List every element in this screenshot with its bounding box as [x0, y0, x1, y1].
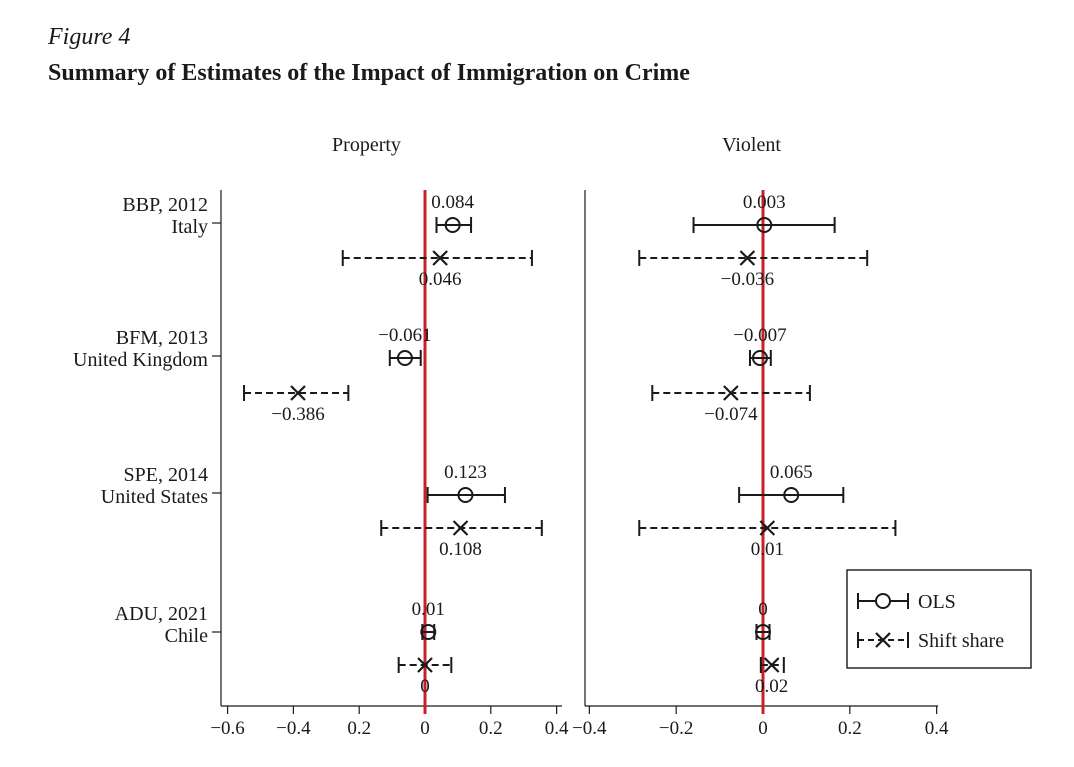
x-tick-label: −0.4: [276, 718, 311, 739]
study-name-label: SPE, 2014: [124, 464, 208, 486]
x-tick-label: −0.4: [572, 718, 607, 739]
data-label: 0.02: [755, 676, 788, 697]
point-marker-x: [723, 385, 739, 401]
data-label: −0.007: [733, 325, 786, 346]
data-label: −0.036: [721, 269, 774, 290]
point-marker-circle: [444, 217, 461, 233]
data-label: 0.01: [751, 539, 784, 560]
shift-share-estimate: −0.074: [651, 385, 811, 425]
ols-estimate: 0.01: [412, 599, 445, 640]
legend-entry: Shift share: [857, 630, 1004, 652]
shift-share-estimate: 0.01: [638, 520, 897, 560]
data-label: 0: [420, 676, 430, 697]
x-tick-label: 0.4: [545, 718, 569, 739]
ols-estimate: −0.061: [378, 325, 432, 366]
data-label: 0.123: [444, 462, 487, 483]
data-label: 0.003: [743, 192, 786, 213]
ols-estimate: 0: [755, 599, 771, 640]
data-label: 0.084: [431, 192, 474, 213]
point-marker-x: [290, 385, 306, 401]
ols-estimate: 0.065: [738, 462, 845, 503]
x-tick-label: −0.2: [659, 718, 693, 739]
shift-share-estimate: −0.036: [638, 250, 869, 290]
data-label: 0.108: [439, 539, 482, 560]
point-marker-x: [763, 657, 780, 673]
data-label: 0.065: [770, 462, 813, 483]
point-marker-x: [759, 520, 776, 536]
figure-label: Figure 4: [48, 24, 131, 50]
point-marker-circle: [756, 217, 773, 233]
panel-title: Property: [332, 134, 401, 156]
point-marker-x: [417, 657, 433, 673]
legend: OLS Shift share: [846, 569, 1032, 669]
study-name-label: BFM, 2013: [116, 327, 208, 349]
study-country-label: Italy: [171, 216, 208, 238]
legend-label: Shift share: [918, 630, 1004, 652]
legend-entry: OLS: [857, 591, 956, 613]
x-tick-label: 0.2: [347, 718, 371, 739]
ols-estimate: 0.123: [426, 462, 506, 503]
study-name-label: ADU, 2021: [115, 603, 208, 625]
ols-estimate: −0.007: [733, 325, 787, 366]
study-country-label: Chile: [165, 625, 208, 647]
shift-share-estimate: 0.02: [755, 657, 788, 697]
panel-property: Property −0.6 −0.4 0.2 0 0.2 0.4 0.084 0.046 −0.0…: [210, 134, 569, 739]
legend-box: [846, 569, 1032, 669]
point-marker-x: [452, 520, 469, 536]
data-label: −0.386: [271, 404, 324, 425]
x-tick-label: 0.2: [838, 718, 862, 739]
legend-label: OLS: [918, 591, 956, 613]
x-tick-label: 0: [758, 718, 768, 739]
figure-title: Summary of Estimates of the Impact of Im…: [48, 60, 690, 86]
point-marker-circle: [751, 350, 768, 366]
x-tick-label: 0.2: [479, 718, 503, 739]
panel-title: Violent: [722, 134, 781, 156]
study-name-label: BBP, 2012: [122, 194, 208, 216]
panel-violent: Violent −0.4 −0.2 0 0.2 0.4 0.003 −0.036 −0.007 −…: [572, 134, 949, 739]
point-marker-circle: [420, 624, 437, 640]
data-label: 0.01: [412, 599, 445, 620]
point-marker-circle: [457, 487, 474, 503]
legend-marker-x: [875, 632, 891, 648]
ols-estimate: 0.003: [692, 192, 836, 233]
data-label: 0.046: [419, 269, 462, 290]
study-country-label: United Kingdom: [73, 349, 208, 371]
shift-share-estimate: −0.386: [243, 385, 350, 425]
x-tick-label: 0.4: [925, 718, 949, 739]
shift-share-estimate: 0.046: [341, 250, 533, 290]
ols-estimate: 0.084: [431, 192, 475, 233]
x-tick-label: −0.6: [210, 718, 244, 739]
data-label: −0.061: [378, 325, 431, 346]
x-tick-label: 0: [420, 718, 430, 739]
point-marker-circle: [783, 487, 800, 503]
point-marker-circle: [396, 350, 413, 366]
data-label: 0: [758, 599, 768, 620]
point-marker-circle: [755, 624, 771, 640]
study-country-label: United States: [101, 486, 208, 508]
shift-share-estimate: 0.108: [380, 520, 543, 560]
point-marker-x: [432, 250, 448, 266]
point-marker-x: [739, 250, 756, 266]
data-label: −0.074: [704, 404, 758, 425]
shift-share-estimate: 0: [397, 657, 453, 697]
legend-marker-circle: [875, 593, 891, 609]
